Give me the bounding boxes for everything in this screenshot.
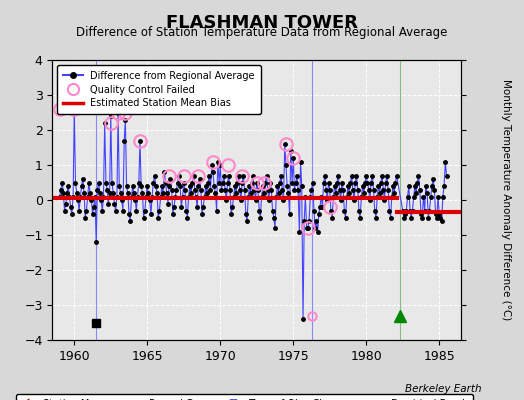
Text: Berkeley Earth: Berkeley Earth <box>406 384 482 394</box>
Legend: Station Move, Record Gap, Time of Obs. Change, Empirical Break: Station Move, Record Gap, Time of Obs. C… <box>16 394 473 400</box>
Text: Monthly Temperature Anomaly Difference (°C): Monthly Temperature Anomaly Difference (… <box>500 79 511 321</box>
Text: FLASHMAN TOWER: FLASHMAN TOWER <box>166 14 358 32</box>
Text: Difference of Station Temperature Data from Regional Average: Difference of Station Temperature Data f… <box>77 26 447 39</box>
